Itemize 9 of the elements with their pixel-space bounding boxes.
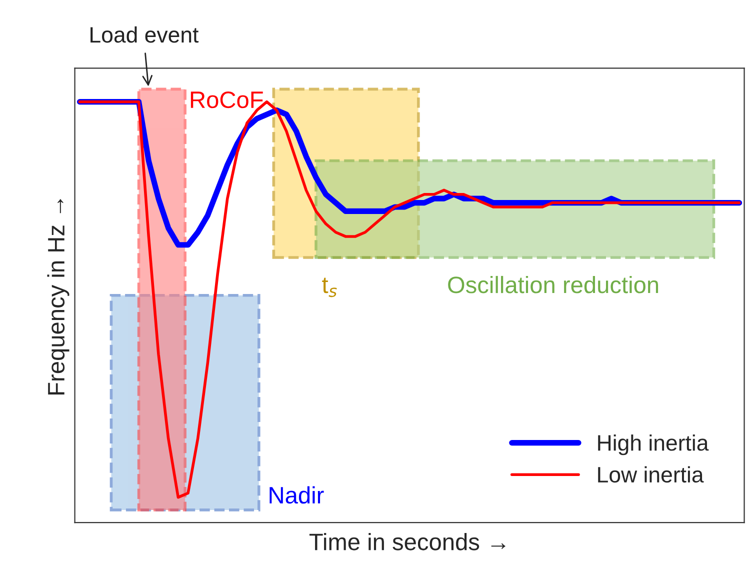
y-axis-title: Frequency in Hz → xyxy=(47,199,70,394)
annotation: RoCoF xyxy=(190,91,263,108)
annotation: t$_{s}$ xyxy=(322,278,337,298)
annotation: Nadir xyxy=(270,486,324,504)
text: Load event xyxy=(90,26,199,43)
legend-label: High inertia xyxy=(598,434,709,456)
x-axis-title: Time in seconds → xyxy=(309,532,506,550)
annotation: Oscillation reduction xyxy=(448,276,658,294)
legend-label: Low inertia xyxy=(598,466,704,483)
